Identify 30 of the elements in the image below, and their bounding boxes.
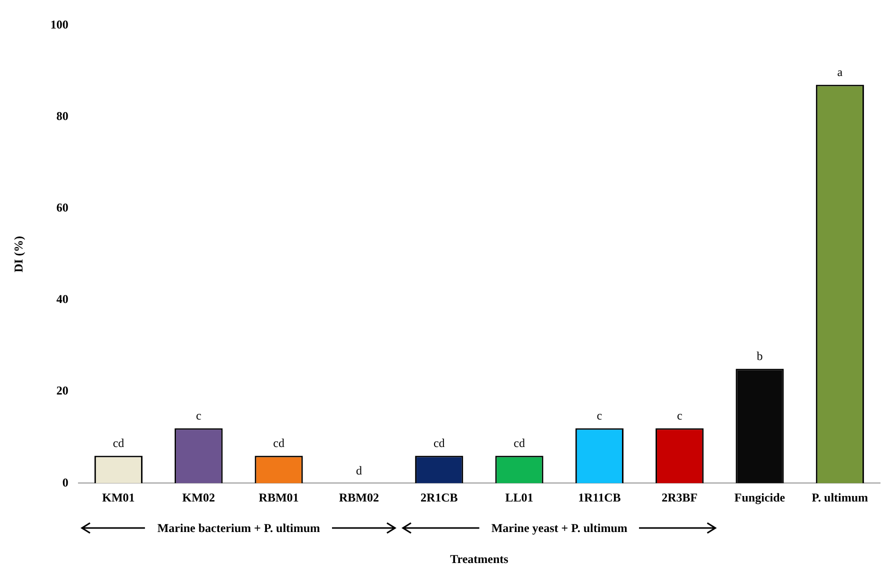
y-tick-label: 20 xyxy=(56,384,68,398)
x-tick-label: P. ultimum xyxy=(812,490,868,504)
data-label: c xyxy=(596,408,602,422)
y-tick-label: 40 xyxy=(56,292,68,306)
data-label: c xyxy=(196,408,202,422)
y-tick-label: 80 xyxy=(56,108,68,123)
y-tick-label: 0 xyxy=(62,475,68,490)
x-tick-label: Fungicide xyxy=(734,490,786,504)
y-tick-label: 100 xyxy=(50,17,68,32)
data-label: b xyxy=(756,348,763,363)
data-label: c xyxy=(676,408,682,422)
y-tick-label: 60 xyxy=(56,200,68,214)
x-tick-label: RBM02 xyxy=(338,490,379,504)
x-axis-title: Treatments xyxy=(450,552,509,566)
data-label: d xyxy=(356,463,362,478)
x-tick-label: 2R1CB xyxy=(420,490,458,504)
text: Marine bacterium + P. ultimum xyxy=(156,520,322,537)
data-label: cd xyxy=(514,436,525,450)
x-tick-label: KM01 xyxy=(102,490,135,504)
data-label: cd xyxy=(112,436,124,450)
x-tick-label: 2R3BF xyxy=(662,490,698,504)
x-tick-label: LL01 xyxy=(505,490,534,504)
x-tick-label: RBM01 xyxy=(258,490,299,504)
data-label: a xyxy=(837,64,844,79)
data-label: cd xyxy=(273,436,284,450)
data-label: cd xyxy=(433,436,445,450)
x-tick-label: KM02 xyxy=(182,490,215,504)
text: Marine yeast + P. ultimum xyxy=(490,520,628,537)
x-tick-label: 1R11CB xyxy=(578,490,621,504)
y-axis-title: DI (%) xyxy=(11,236,26,272)
